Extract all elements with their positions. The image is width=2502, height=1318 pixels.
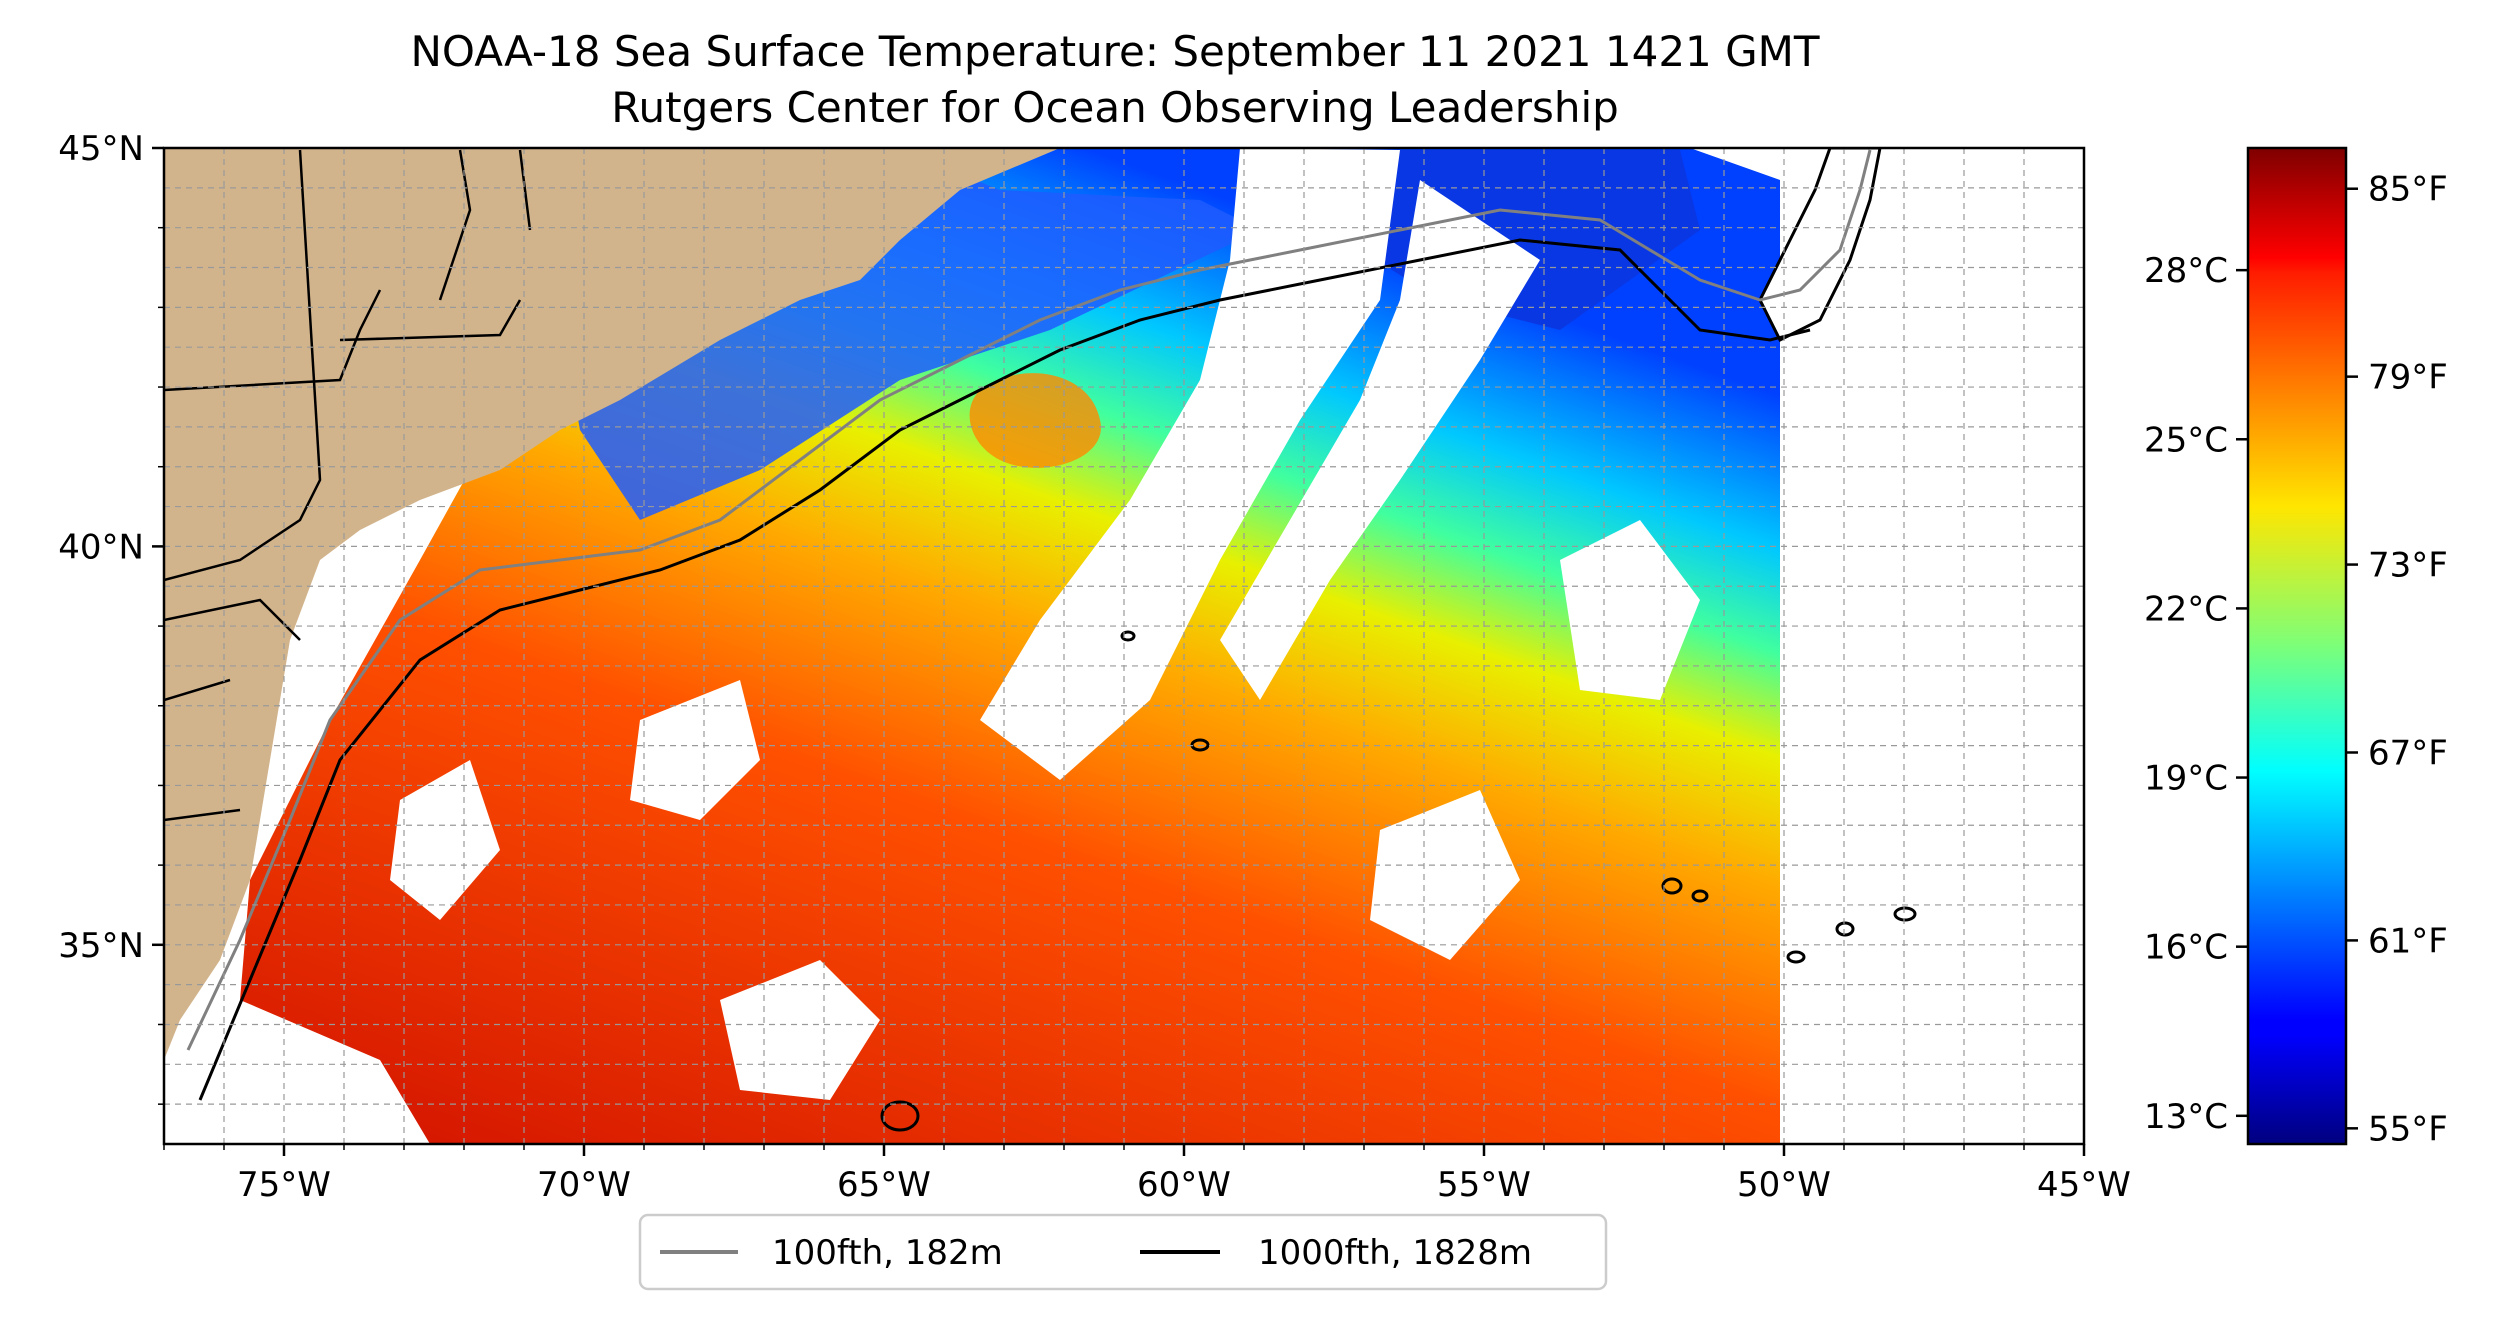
lon-tick-label: 70°W [537, 1165, 631, 1205]
lat-tick-label: 45°N [58, 129, 144, 169]
colorbar-f-label: 61°F [2368, 921, 2448, 961]
colorbar-c-label: 16°C [2144, 928, 2228, 968]
legend: 100fth, 182m 1000fth, 1828m [638, 1213, 1608, 1291]
colorbar-c-label: 28°C [2144, 251, 2228, 291]
contour-100fth [186, 149, 1872, 1051]
lat-tick-label: 40°N [58, 527, 144, 567]
colorbar-f-label: 55°F [2368, 1109, 2448, 1149]
sst-warm-eddy [969, 373, 1101, 468]
latitude-axis: 35°N 40°N 45°N [58, 129, 164, 1105]
longitude-axis: 75°W 70°W 65°W 60°W 55°W 50°W 45°W [163, 1144, 2131, 1205]
colorbar-c-label: 25°C [2144, 420, 2228, 460]
seamount-contours [880, 630, 1917, 1132]
lat-tick-label: 35°N [58, 926, 144, 966]
lon-tick-label: 75°W [237, 1165, 331, 1205]
state-borders [164, 149, 532, 822]
land-mass [164, 148, 1060, 1060]
legend-frame [638, 1213, 1608, 1291]
lon-tick-label: 55°W [1437, 1165, 1531, 1205]
colorbar-celsius-axis: 13°C 16°C 19°C 22°C 25°C 28°C [2144, 251, 2248, 1137]
lon-tick-label: 60°W [1137, 1165, 1231, 1205]
colorbar-c-label: 13°C [2144, 1097, 2228, 1137]
map-title: NOAA-18 Sea Surface Temperature: Septemb… [410, 27, 1819, 76]
colorbar: 55°F 61°F 67°F 73°F 79°F 85°F 13°C 16°C 19°C 22°… [2144, 146, 2448, 1149]
map-panel [164, 148, 2084, 1144]
colorbar-f-label: 67°F [2368, 733, 2448, 773]
contour-1000fth [198, 238, 1811, 1101]
colorbar-f-label: 85°F [2368, 170, 2448, 210]
colorbar-f-label: 73°F [2368, 546, 2448, 586]
lon-tick-label: 65°W [837, 1165, 931, 1205]
map-subtitle: Rutgers Center for Ocean Observing Leade… [611, 83, 1619, 132]
colorbar-c-label: 19°C [2144, 759, 2228, 799]
colorbar-gradient [2246, 146, 2348, 1146]
colorbar-c-label: 22°C [2144, 589, 2228, 629]
lon-tick-label: 45°W [2037, 1165, 2131, 1205]
gridlines [164, 148, 2084, 1144]
cloud-mask [390, 148, 2084, 1144]
lon-tick-label: 50°W [1737, 1165, 1831, 1205]
colorbar-fahrenheit-axis: 55°F 61°F 67°F 73°F 79°F 85°F [2346, 170, 2448, 1149]
legend-label-100fth: 100fth, 182m [772, 1233, 1003, 1273]
legend-label-1000fth: 1000fth, 1828m [1258, 1233, 1532, 1273]
colorbar-f-label: 79°F [2368, 358, 2448, 398]
